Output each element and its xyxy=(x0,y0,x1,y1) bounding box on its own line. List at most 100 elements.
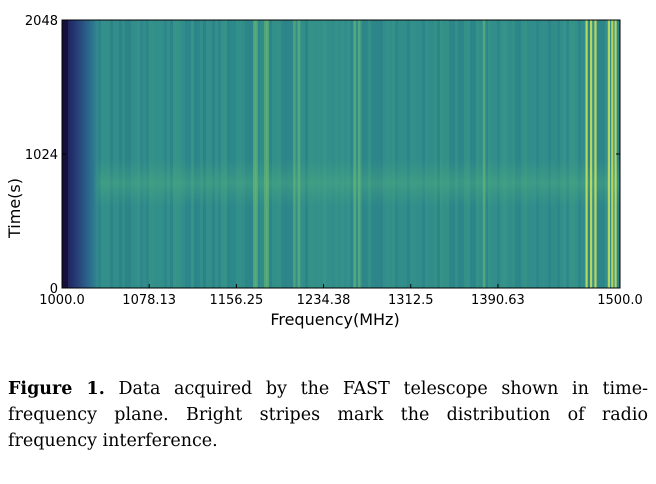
heatmap-channel-column xyxy=(443,20,446,288)
rfi-stripe xyxy=(255,20,258,288)
heatmap-channel-column xyxy=(488,20,491,288)
heatmap-channel-column xyxy=(446,20,449,288)
heatmap-channel-column xyxy=(434,20,437,288)
heatmap-channel-column xyxy=(149,20,152,288)
heatmap-channel-column xyxy=(302,20,305,288)
heatmap-channel-column xyxy=(605,20,608,288)
heatmap-channel-column xyxy=(581,20,584,288)
heatmap-channel-column xyxy=(329,20,332,288)
heatmap-channel-column xyxy=(248,20,251,288)
rfi-stripe xyxy=(353,20,356,288)
heatmap-channel-column xyxy=(440,20,443,288)
heatmap-channel-column xyxy=(422,20,425,288)
y-tick-label: 1024 xyxy=(25,148,58,163)
heatmap-channel-column xyxy=(332,20,335,288)
heatmap-channel-column xyxy=(395,20,398,288)
heatmap-channel-column xyxy=(176,20,179,288)
heatmap-channel-column xyxy=(545,20,548,288)
heatmap-channel-column xyxy=(215,20,218,288)
heatmap-channel-column xyxy=(188,20,191,288)
heatmap-channel-column xyxy=(509,20,512,288)
heatmap-channel-column xyxy=(416,20,419,288)
heatmap-channel-column xyxy=(431,20,434,288)
rfi-stripe xyxy=(611,20,614,288)
x-tick-label: 1156.25 xyxy=(209,293,263,308)
heatmap-channel-column xyxy=(104,20,107,288)
heatmap-channel-column xyxy=(449,20,452,288)
heatmap-channel-column xyxy=(260,20,263,288)
heatmap-channel-column xyxy=(548,20,551,288)
heatmap-channel-column xyxy=(239,20,242,288)
heatmap-channel-column xyxy=(515,20,518,288)
heatmap-channel-column xyxy=(230,20,233,288)
heatmap-channel-column xyxy=(152,20,155,288)
heatmap-channel-column xyxy=(470,20,473,288)
heatmap-channel-column xyxy=(293,20,296,288)
heatmap-channel-column xyxy=(128,20,131,288)
heatmap-channel-column xyxy=(203,20,206,288)
heatmap-channel-column xyxy=(386,20,389,288)
heatmap-channel-column xyxy=(251,20,254,288)
heatmap-channel-column xyxy=(245,20,248,288)
heatmap-channel-column xyxy=(461,20,464,288)
heatmap-channel-column xyxy=(596,20,599,288)
heatmap-channel-column xyxy=(323,20,326,288)
heatmap-channel-column xyxy=(218,20,221,288)
heatmap-channel-column xyxy=(533,20,536,288)
heatmap-channel-column xyxy=(287,20,290,288)
heatmap-channel-column xyxy=(308,20,311,288)
heatmap-channel-column xyxy=(311,20,314,288)
heatmap-channel-column xyxy=(299,20,302,288)
y-axis-label: Time(s) xyxy=(5,178,24,239)
heatmap-channel-column xyxy=(578,20,581,288)
heatmap-channel-column xyxy=(497,20,500,288)
heatmap-channel-column xyxy=(551,20,554,288)
heatmap-channel-column xyxy=(236,20,239,288)
heatmap-channel-column xyxy=(518,20,521,288)
heatmap-channel-column xyxy=(335,20,338,288)
heatmap-channel-column xyxy=(542,20,545,288)
heatmap-channel-column xyxy=(266,20,269,288)
heatmap-plot-area xyxy=(61,19,621,289)
heatmap-channel-column xyxy=(272,20,275,288)
heatmap-channel-column xyxy=(206,20,209,288)
heatmap-channel-column xyxy=(317,20,320,288)
heatmap-channel-column xyxy=(233,20,236,288)
heatmap-channel-column xyxy=(536,20,539,288)
heatmap-channel-column xyxy=(356,20,359,288)
heatmap-channel-column xyxy=(146,20,149,288)
heatmap-channel-column xyxy=(113,20,116,288)
heatmap-channel-column xyxy=(374,20,377,288)
rfi-stripes xyxy=(253,20,617,288)
heatmap-channel-column xyxy=(326,20,329,288)
y-tick-label: 2048 xyxy=(25,14,58,29)
heatmap-channel-column xyxy=(467,20,470,288)
heatmap-channel-column xyxy=(368,20,371,288)
rfi-stripe xyxy=(357,20,361,288)
x-tick-label: 1234.38 xyxy=(297,293,351,308)
heatmap-channel-column xyxy=(572,20,575,288)
heatmap-channel-column xyxy=(575,20,578,288)
y-axis: 0 1024 2048 xyxy=(25,14,620,297)
heatmap-channel-column xyxy=(212,20,215,288)
heatmap-channel-column xyxy=(131,20,134,288)
heatmap-channel-column xyxy=(371,20,374,288)
heatmap-channel-column xyxy=(527,20,530,288)
heatmap-channel-column xyxy=(566,20,569,288)
heatmap-channel-column xyxy=(341,20,344,288)
heatmap-channel-column xyxy=(281,20,284,288)
rfi-stripe xyxy=(297,20,301,288)
heatmap-channel-column xyxy=(197,20,200,288)
rfi-stripe xyxy=(585,20,588,288)
heatmap-channel-column xyxy=(539,20,542,288)
heatmap-low-frequency-edge xyxy=(62,20,102,288)
heatmap-channel-column xyxy=(389,20,392,288)
heatmap-channel-column xyxy=(353,20,356,288)
heatmap-channel-column xyxy=(401,20,404,288)
heatmap-channel-column xyxy=(563,20,566,288)
rfi-stripe xyxy=(590,20,593,288)
heatmap-channel-column xyxy=(452,20,455,288)
heatmap-channel-column xyxy=(392,20,395,288)
heatmap-channel-column xyxy=(437,20,440,288)
heatmap-channel-texture xyxy=(62,20,620,288)
